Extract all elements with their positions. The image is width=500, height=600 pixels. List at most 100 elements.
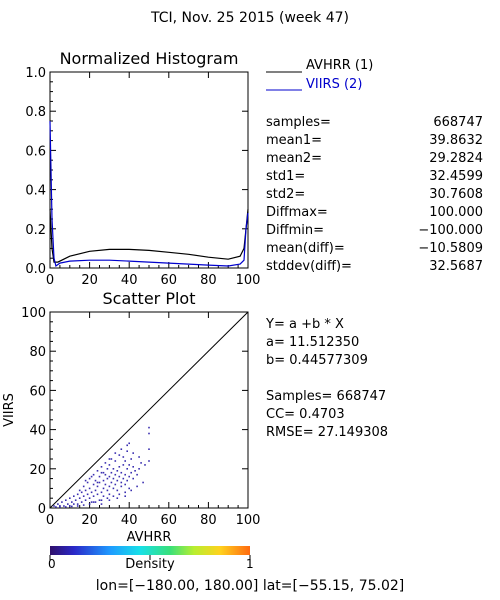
histogram-x-tick-label: 80 — [200, 273, 217, 288]
scatter-point — [114, 452, 117, 454]
histogram-x-tick-label: 40 — [121, 273, 138, 288]
scatter-point — [144, 464, 146, 466]
footer-lon-range: [−180.00, 180.00] — [129, 578, 259, 594]
scatter-point — [80, 491, 83, 494]
colorbar-title: Density — [125, 557, 175, 572]
scatter-point — [126, 450, 128, 452]
scatter-point — [76, 505, 79, 507]
scatter-point — [118, 454, 121, 456]
stat-label: Diffmax= — [266, 205, 328, 220]
scatter-point — [106, 468, 109, 470]
colorbar-max-label: 1 — [246, 557, 254, 571]
stat-value: 668747 — [433, 115, 483, 130]
scatter-point — [108, 499, 111, 501]
scatter-point — [140, 462, 142, 464]
scatter-point — [73, 495, 75, 497]
scatter-point — [118, 475, 121, 478]
scatter-point — [104, 473, 107, 476]
scatter-point — [112, 477, 115, 480]
scatter-point — [59, 505, 61, 507]
scatter-point — [122, 456, 125, 458]
stat-label: mean(diff)= — [266, 241, 345, 256]
scatter-point — [148, 432, 150, 435]
histogram-x-tick-label: 60 — [161, 273, 178, 288]
histogram-series — [49, 120, 249, 268]
scatter-point — [136, 473, 138, 476]
stat-label: Diffmin= — [266, 223, 324, 238]
scatter-point — [61, 501, 63, 503]
scatter-point — [130, 489, 132, 492]
scatter-point — [148, 448, 150, 450]
scatter-point — [120, 448, 123, 450]
scatter-y-tick-label: 0 — [38, 502, 46, 517]
scatter-point — [136, 485, 138, 488]
scatter-point — [73, 503, 75, 505]
scatter-point — [126, 468, 128, 470]
scatter-point — [124, 460, 126, 462]
scatter-point — [118, 466, 121, 468]
scatter-point — [55, 506, 57, 508]
stat-value: 39.8632 — [429, 133, 483, 148]
stat-value: 29.2824 — [429, 151, 483, 166]
scatter-x-tick-label: 20 — [81, 513, 98, 528]
histogram-y-tick-label: 1.0 — [25, 66, 46, 81]
scatter-point — [92, 483, 95, 486]
scatter-point — [90, 501, 93, 503]
scatter-y-tick-label: 20 — [29, 463, 46, 478]
scatter-point — [120, 481, 123, 484]
scatter-point — [78, 489, 81, 492]
scatter-point — [71, 501, 73, 503]
scatter-point — [96, 481, 99, 484]
scatter-point — [108, 458, 111, 460]
scatter-point — [53, 505, 55, 507]
scatter-point — [69, 497, 71, 499]
scatter-point — [130, 471, 132, 474]
stat-label: samples= — [266, 115, 331, 130]
scatter-point — [102, 471, 105, 474]
scatter-point — [142, 481, 144, 484]
scatter-x-tick-label: 80 — [200, 513, 217, 528]
scatter-point — [86, 481, 89, 484]
scatter-point — [92, 473, 95, 476]
scatter-x-tick-label: 100 — [236, 513, 261, 528]
regression-b: b= 0.44577309 — [266, 353, 368, 368]
scatter-point — [138, 456, 140, 458]
scatter-point — [114, 473, 117, 476]
scatter-point — [130, 458, 132, 460]
scatter-point — [110, 481, 113, 484]
scatter-point — [84, 499, 87, 501]
stat-value: 100.000 — [429, 205, 483, 220]
scatter-point — [114, 460, 117, 462]
scatter-point — [132, 466, 134, 468]
stat-label: std1= — [266, 169, 305, 184]
density-colorbar — [50, 546, 250, 555]
scatter-point — [98, 475, 101, 478]
scatter-point — [108, 464, 111, 466]
scatter-point — [92, 495, 95, 497]
scatter-point — [112, 468, 115, 470]
footer-coordinates: lon=[−180.00, 180.00] lat=[−55.15, 75.02… — [96, 578, 404, 594]
histogram-x-tick-label: 0 — [46, 273, 54, 288]
scatter-point — [100, 491, 103, 494]
scatter-point — [84, 479, 87, 482]
scatter-point — [92, 501, 95, 503]
scatter-point — [98, 499, 101, 501]
scatter-point — [76, 503, 79, 505]
scatter-point — [88, 477, 91, 480]
regression-equation: Y= a +b * X — [265, 317, 344, 332]
scatter-x-tick-label: 60 — [161, 513, 178, 528]
scatter-point — [134, 470, 136, 472]
scatter-x-tick-label: 40 — [121, 513, 138, 528]
scatter-rmse: RMSE= 27.149308 — [266, 425, 388, 440]
scatter-point — [106, 497, 109, 499]
histogram-y-tick-label: 0.2 — [25, 223, 46, 238]
stat-label: mean1= — [266, 133, 322, 148]
histogram-y-tick-label: 0.0 — [25, 262, 46, 277]
scatter-point — [104, 462, 107, 464]
scatter-point — [108, 475, 111, 478]
scatter-point — [65, 499, 67, 501]
histogram-y-tick-label: 0.6 — [25, 144, 46, 159]
scatter-point — [71, 505, 73, 508]
scatter-point — [116, 479, 119, 482]
